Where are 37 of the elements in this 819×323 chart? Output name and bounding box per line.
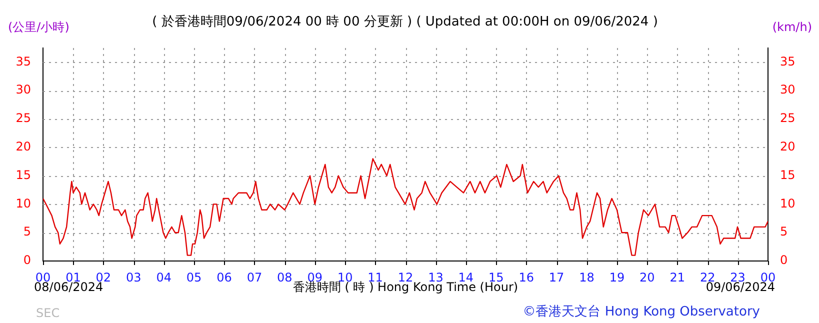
text: ©香港天文台 Hong Kong Observatory (522, 304, 760, 320)
x-tick-label: 19 (609, 270, 625, 284)
y-tick-label: 35 (16, 54, 31, 68)
y-tick-label: 15 (16, 168, 31, 182)
x-tick-label: 07 (246, 270, 262, 284)
y-axis-title: (公里/小時) (8, 20, 70, 34)
y-tick-label: 20 (16, 140, 31, 154)
x-tick-label: 21 (670, 270, 686, 284)
x-tick-label: 20 (640, 270, 655, 284)
x-tick-label: 06 (216, 270, 232, 284)
y-tick-label: 25 (16, 111, 31, 126)
y2-tick-label: 20 (780, 140, 796, 154)
text: SEC (36, 306, 60, 320)
text: 08/06/2024 (34, 280, 104, 294)
y-tick-label: 30 (16, 82, 31, 97)
y2-tick-label: 25 (780, 111, 796, 126)
x-tick-label: 04 (156, 270, 172, 284)
x-tick-label: 08 (277, 270, 292, 284)
x-tick-label: 12 (398, 270, 414, 284)
y-tick-label: 5 (23, 224, 31, 239)
x-tick-label: 17 (548, 270, 564, 284)
y-tick-label: 10 (16, 196, 31, 210)
y2-tick-label: 0 (780, 253, 788, 268)
x-tick-label: 18 (579, 270, 594, 284)
y2-tick-label: 10 (780, 196, 796, 210)
y2-tick-label: 35 (780, 54, 796, 68)
y2-tick-label: 15 (780, 168, 796, 182)
x-tick-label: 14 (458, 270, 474, 284)
x-tick-label: 13 (428, 270, 444, 284)
y-tick-label: 0 (23, 253, 31, 268)
y2-tick-label: 30 (780, 82, 796, 97)
y2-axis-title: (km/h) (772, 20, 812, 34)
chart-title: ( 於香港時間09/06/2024 00 時 00 分更新 ) ( Updated at 00:00H on 09/06/2024 ) (152, 14, 658, 30)
y2-tick-label: 5 (780, 224, 788, 239)
x-tick-label: 05 (186, 270, 202, 284)
x-tick-label: 16 (518, 270, 534, 284)
x-tick-label: 03 (126, 270, 142, 284)
